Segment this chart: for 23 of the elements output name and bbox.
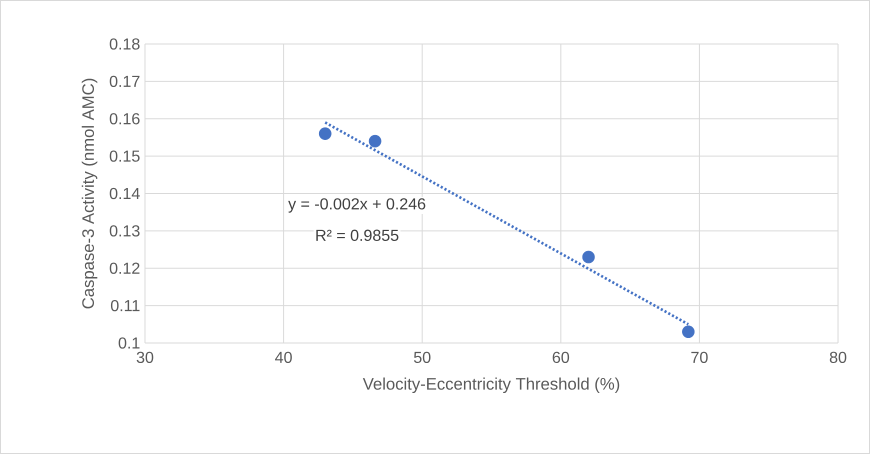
- annotation: y = -0.002x + 0.246: [288, 198, 426, 213]
- y-tick-label: 0.13: [110, 225, 140, 237]
- y-tick-label: 0.1: [118, 337, 140, 349]
- point: [582, 250, 595, 264]
- x-tick-label: 70: [691, 352, 708, 364]
- y-axis-title: Caspase-3 Activity (nmol AMC): [82, 78, 98, 308]
- y-tick-label: 0.14: [110, 188, 140, 200]
- y-tick-label: 0.16: [110, 113, 140, 124]
- x-tick-label: 30: [136, 352, 154, 364]
- point: [318, 127, 332, 140]
- x-tick-label: 40: [275, 352, 292, 364]
- x-axis-title: Velocity-Eccentricity Threshold (%): [362, 378, 620, 394]
- point: [368, 134, 382, 148]
- x-tick-label: 50: [414, 352, 430, 364]
- y-tick-label: 0.15: [110, 150, 140, 162]
- point: [682, 326, 695, 338]
- y-tick-label: 0.17: [110, 76, 140, 88]
- y-tick-label: 0.11: [110, 300, 140, 312]
- y-tick-label: 0.18: [110, 38, 140, 50]
- x-tick-label: 60: [552, 352, 570, 364]
- x-tick-label: 80: [830, 352, 846, 364]
- annotation: R² = 0.9855: [316, 230, 398, 242]
- y-tick-label: 0.12: [110, 262, 140, 274]
